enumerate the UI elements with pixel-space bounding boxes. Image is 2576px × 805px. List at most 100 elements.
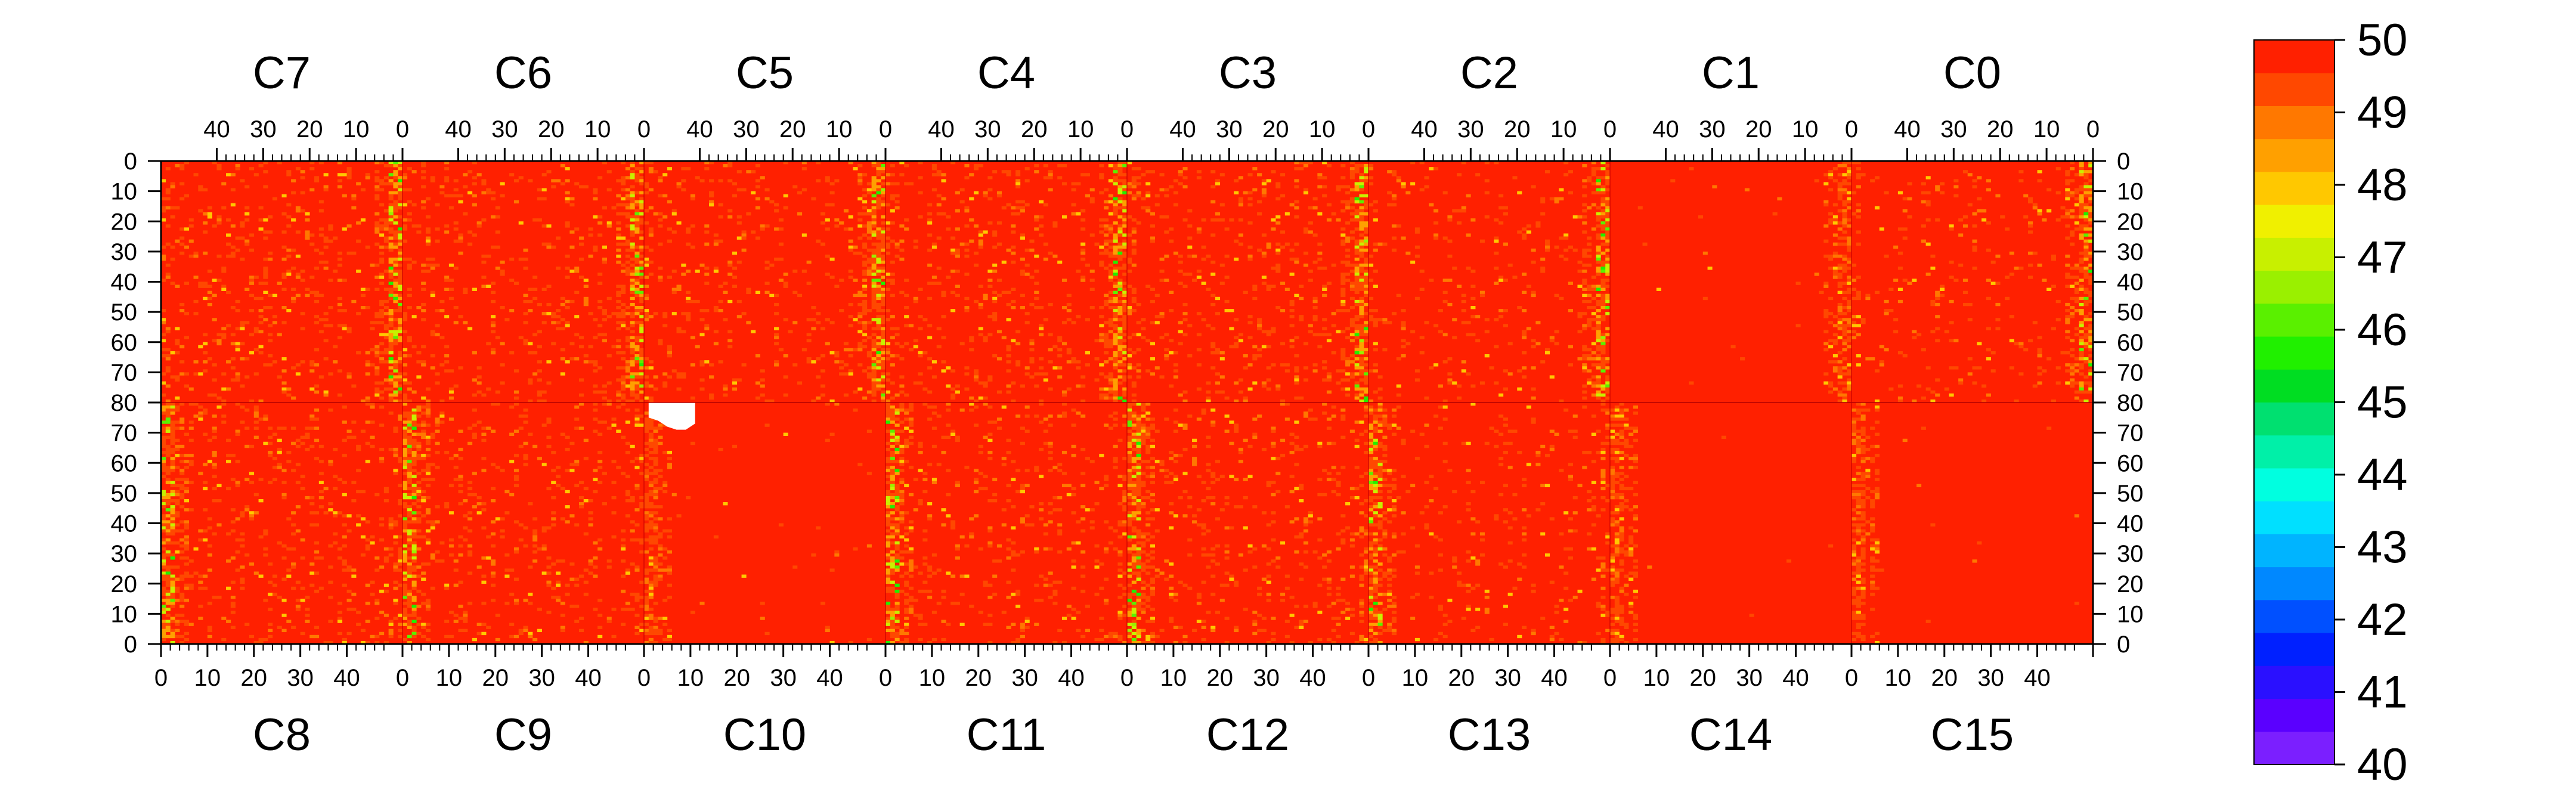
- heatmap-cell: [388, 194, 394, 198]
- heatmap-cell: [630, 393, 635, 397]
- heatmap-cell: [1011, 478, 1016, 481]
- heatmap-cell: [727, 273, 733, 276]
- heatmap-cell: [908, 565, 914, 569]
- heatmap-cell: [681, 264, 686, 267]
- heatmap-cell: [393, 360, 398, 364]
- heatmap-cell: [249, 309, 255, 312]
- heatmap-cell: [226, 532, 231, 536]
- heatmap-cell: [175, 589, 180, 593]
- heatmap-cell: [621, 176, 626, 179]
- heatmap-cell: [398, 614, 403, 617]
- heatmap-cell: [718, 203, 723, 207]
- heatmap-cell: [277, 447, 282, 451]
- heatmap-cell: [834, 354, 840, 358]
- heatmap-cell: [188, 239, 194, 243]
- heatmap-cell: [165, 167, 171, 171]
- chip-label-top: C0: [1943, 48, 2001, 98]
- heatmap-cell: [1080, 634, 1086, 639]
- heatmap-cell: [894, 423, 900, 427]
- heatmap-cell: [918, 327, 923, 330]
- heatmap-cell: [1122, 523, 1128, 527]
- heatmap-cell: [894, 529, 900, 532]
- heatmap-cell: [630, 197, 635, 201]
- heatmap-cell: [648, 417, 654, 421]
- heatmap-cell: [263, 275, 268, 279]
- heatmap-cell: [648, 568, 654, 572]
- heatmap-cell: [658, 275, 663, 279]
- heatmap-cell: [904, 623, 909, 626]
- heatmap-cell: [411, 487, 417, 491]
- heatmap-cell: [1108, 634, 1113, 639]
- heatmap-cell: [286, 547, 292, 551]
- heatmap-cell: [221, 333, 227, 336]
- heatmap-cell: [634, 631, 640, 636]
- heatmap-cell: [314, 511, 320, 515]
- heatmap-cell: [653, 170, 658, 174]
- heatmap-cell: [388, 381, 394, 385]
- heatmap-cell: [221, 637, 227, 642]
- heatmap-cell: [894, 583, 900, 587]
- heatmap-cell: [1043, 417, 1048, 421]
- heatmap-cell: [825, 254, 830, 258]
- heatmap-cell: [857, 164, 863, 168]
- heatmap-cell: [792, 290, 798, 295]
- heatmap-cell: [904, 182, 909, 185]
- heatmap-cell: [634, 484, 640, 488]
- heatmap-cell: [1108, 372, 1113, 376]
- heatmap-cell: [546, 312, 552, 315]
- heatmap-cell: [881, 399, 886, 403]
- heatmap-cell: [713, 535, 719, 539]
- heatmap-cell: [644, 441, 649, 445]
- heatmap-cell: [816, 239, 821, 243]
- heatmap-cell: [616, 227, 621, 231]
- heatmap-cell: [886, 342, 891, 346]
- heatmap-cell: [556, 559, 561, 563]
- heatmap-cell: [388, 321, 394, 324]
- heatmap-cell: [435, 429, 440, 433]
- heatmap-cell: [671, 369, 677, 373]
- heatmap-cell: [662, 372, 668, 376]
- heatmap-cell: [662, 529, 668, 532]
- heatmap-cell: [630, 372, 635, 376]
- heatmap-cell: [281, 496, 287, 500]
- heatmap-cell: [407, 438, 412, 442]
- heatmap-cell: [959, 623, 965, 626]
- heatmap-cell: [648, 167, 654, 171]
- heatmap-cell: [388, 230, 394, 234]
- heatmap-cell: [161, 523, 166, 527]
- heatmap-cell: [407, 200, 412, 204]
- heatmap-cell: [1020, 487, 1025, 491]
- heatmap-cell: [184, 508, 190, 512]
- heatmap-cell: [393, 203, 398, 207]
- heatmap-cell: [421, 270, 426, 273]
- heatmap-cell: [1099, 396, 1104, 400]
- heatmap-cell: [1080, 529, 1086, 532]
- heatmap-cell: [379, 631, 385, 636]
- heatmap-cell: [886, 538, 891, 542]
- heatmap-cell: [560, 628, 565, 633]
- heatmap-cell: [476, 221, 482, 225]
- heatmap-cell: [458, 200, 463, 204]
- heatmap-cell: [560, 164, 565, 168]
- chip-label-bottom: C8: [253, 710, 311, 760]
- heatmap-cell: [653, 451, 658, 454]
- heatmap-cell: [351, 499, 357, 503]
- heatmap-cell: [472, 423, 477, 427]
- heatmap-cell: [398, 484, 403, 488]
- heatmap-cell: [639, 203, 645, 207]
- heatmap-cell: [407, 535, 412, 539]
- heatmap-cell: [421, 264, 426, 267]
- heatmap-cell: [904, 626, 909, 629]
- heatmap-cell: [1104, 218, 1109, 222]
- heatmap-cell: [857, 290, 863, 295]
- heatmap-cell: [490, 197, 496, 201]
- heatmap-cell: [634, 420, 640, 424]
- heatmap-cell: [667, 451, 673, 454]
- heatmap-cell: [560, 517, 565, 521]
- heatmap-cell: [393, 339, 398, 343]
- heatmap-cell: [305, 218, 310, 222]
- heatmap-cell: [871, 399, 877, 403]
- heatmap-cell: [876, 203, 881, 207]
- heatmap-cell: [908, 417, 914, 421]
- heatmap-cell: [435, 559, 440, 563]
